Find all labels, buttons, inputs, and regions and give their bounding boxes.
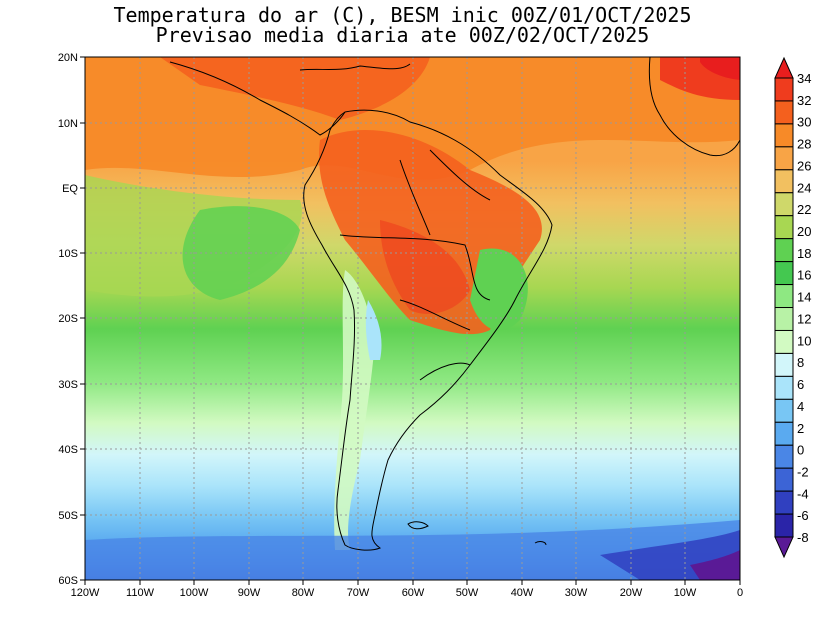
colorbar-label: 30 bbox=[797, 115, 811, 130]
lon-label: 120W bbox=[71, 587, 100, 599]
colorbar-swatch bbox=[774, 169, 794, 194]
colorbar-swatch bbox=[774, 192, 794, 217]
colorbar-label: 32 bbox=[797, 93, 811, 108]
colorbar-label: 12 bbox=[797, 311, 811, 326]
colorbar-label: 6 bbox=[797, 377, 804, 392]
lon-label: 80W bbox=[292, 587, 315, 599]
lat-label: 60S bbox=[58, 575, 78, 587]
colorbar-label: 14 bbox=[797, 290, 811, 305]
colorbar-swatch bbox=[774, 261, 794, 286]
colorbar-swatch bbox=[774, 398, 794, 423]
colorbar-swatch bbox=[774, 100, 794, 125]
colorbar-swatch bbox=[774, 215, 794, 240]
colorbar-label: -8 bbox=[797, 530, 809, 545]
lat-label: 20N bbox=[58, 52, 78, 64]
colorbar-swatch bbox=[774, 513, 794, 538]
colorbar-swatch bbox=[774, 490, 794, 515]
lon-label: 20W bbox=[620, 587, 643, 599]
colorbar-swatch bbox=[774, 284, 794, 309]
colorbar-label: 0 bbox=[797, 443, 804, 458]
lon-label: 90W bbox=[238, 587, 261, 599]
colorbar-swatch bbox=[774, 467, 794, 492]
colorbar-label: 10 bbox=[797, 333, 811, 348]
map-title-line1: Temperatura do ar (C), BESM inic 00Z/01/… bbox=[113, 3, 692, 27]
lat-label: 30S bbox=[58, 379, 78, 391]
lat-label: 50S bbox=[58, 510, 78, 522]
lon-label: 10W bbox=[674, 587, 697, 599]
colorbar-swatch bbox=[774, 421, 794, 446]
lon-label: 50W bbox=[456, 587, 479, 599]
colorbar-swatch bbox=[774, 77, 794, 102]
colorbar-label: 28 bbox=[797, 137, 811, 152]
colorbar-top-arrow bbox=[774, 56, 794, 79]
lat-label: EQ bbox=[62, 183, 78, 195]
colorbar-swatch bbox=[774, 123, 794, 148]
colorbar-label: -2 bbox=[797, 464, 809, 479]
lat-label: 10S bbox=[58, 248, 78, 260]
colorbar-label: 18 bbox=[797, 246, 811, 261]
colorbar-label: 16 bbox=[797, 268, 811, 283]
map-title-line2: Previsao media diaria ate 00Z/02/OCT/202… bbox=[155, 23, 650, 47]
colorbar-label: 20 bbox=[797, 224, 811, 239]
lon-label: 60W bbox=[402, 587, 425, 599]
lat-label: 10N bbox=[58, 118, 78, 130]
lon-label: 70W bbox=[347, 587, 370, 599]
colorbar-swatch bbox=[774, 238, 794, 263]
lon-label: 100W bbox=[180, 587, 209, 599]
colorbar-label: 26 bbox=[797, 158, 811, 173]
colorbar-label: 24 bbox=[797, 180, 811, 195]
colorbar-swatch bbox=[774, 375, 794, 400]
colorbar-label: -6 bbox=[797, 508, 809, 523]
temperature-field bbox=[85, 57, 740, 580]
colorbar-label: 8 bbox=[797, 355, 804, 370]
lon-label: 0 bbox=[737, 587, 743, 599]
colorbar-swatch bbox=[774, 444, 794, 469]
colorbar-swatch bbox=[774, 352, 794, 377]
colorbar-label: 34 bbox=[797, 71, 811, 86]
colorbar-swatch bbox=[774, 329, 794, 354]
colorbar-label: 4 bbox=[797, 399, 804, 414]
lon-label: 40W bbox=[511, 587, 534, 599]
colorbar-bottom-arrow bbox=[774, 536, 794, 559]
colorbar-swatch bbox=[774, 307, 794, 331]
colorbar-label: -4 bbox=[797, 486, 809, 501]
coastlines bbox=[169, 57, 740, 551]
lon-label: 30W bbox=[565, 587, 588, 599]
colorbar-label: 22 bbox=[797, 202, 811, 217]
lon-label: 110W bbox=[126, 587, 155, 599]
colorbar-swatch bbox=[774, 146, 794, 171]
lat-label: 40S bbox=[58, 444, 78, 456]
lat-label: 20S bbox=[58, 313, 78, 325]
colorbar-label: 2 bbox=[797, 421, 804, 436]
